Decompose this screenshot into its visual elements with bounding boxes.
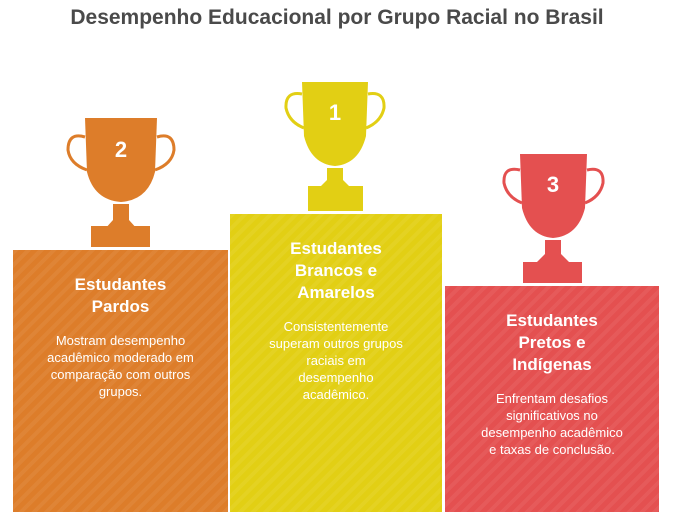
trophy-icon-rank-1: 1 (284, 82, 386, 211)
podium-block-rank-1: Estudantes Brancos e Amarelos Consistent… (230, 214, 442, 512)
podium-heading: Estudantes Pardos (74, 275, 167, 316)
podium-heading: Estudantes Pretos e Indígenas (506, 311, 598, 374)
page-title: Desempenho Educacional por Grupo Racial … (70, 6, 604, 29)
podium-description: Consistentemente superam outros grupos r… (269, 319, 403, 402)
trophy-icon-rank-3: 3 (502, 154, 605, 283)
podium-block-rank-2: Estudantes Pardos Mostram desempenho aca… (13, 250, 228, 512)
rank-number: 3 (547, 172, 559, 197)
podium-description: Mostram desempenho acadêmico moderado em… (47, 333, 194, 399)
rank-number: 2 (115, 137, 127, 162)
trophy-icon-rank-2: 2 (66, 118, 176, 247)
podium-description: Enfrentam desafios significativos no des… (481, 391, 623, 457)
rank-number: 1 (329, 100, 341, 125)
podium-heading: Estudantes Brancos e Amarelos (290, 239, 382, 302)
podium-block-rank-3: Estudantes Pretos e Indígenas Enfrentam … (445, 286, 659, 512)
